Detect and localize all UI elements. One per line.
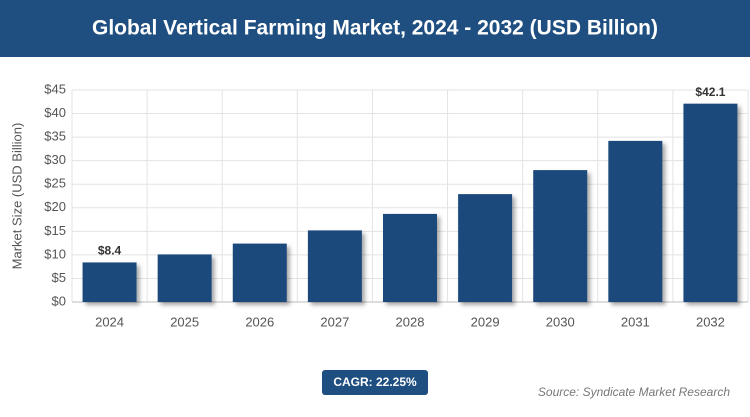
x-tick-label: 2027 — [320, 314, 349, 329]
x-tick-label: 2026 — [245, 314, 274, 329]
x-tick-label: 2028 — [396, 314, 425, 329]
cagr-text: CAGR: 22.25% — [333, 375, 417, 389]
x-tick-label: 2029 — [471, 314, 500, 329]
y-tick-label: $5 — [52, 270, 66, 285]
y-tick-label: $20 — [44, 199, 66, 214]
x-tick-label: 2031 — [621, 314, 650, 329]
y-tick-label: $30 — [44, 152, 66, 167]
x-tick-label: 2032 — [696, 314, 725, 329]
y-tick-label: $15 — [44, 223, 66, 238]
bar — [458, 194, 513, 302]
bar — [157, 254, 212, 302]
title-bar — [0, 0, 750, 57]
bar — [383, 213, 437, 302]
x-tick-label: 2030 — [546, 314, 575, 329]
x-tick-label: 2024 — [95, 314, 124, 329]
y-axis-label: Market Size (USD Billion) — [9, 123, 24, 270]
y-tick-label: $25 — [44, 176, 66, 191]
y-tick-label: $0 — [52, 293, 66, 308]
bar — [307, 230, 362, 302]
chart-title: Global Vertical Farming Market, 2024 - 2… — [92, 17, 658, 40]
y-tick-label: $10 — [44, 246, 66, 261]
bar — [608, 140, 663, 302]
data-label: $42.1 — [695, 85, 725, 99]
y-tick-label: $35 — [44, 129, 66, 144]
x-tick-label: 2025 — [170, 314, 199, 329]
bar — [533, 170, 588, 302]
bar — [232, 243, 287, 302]
source: Source: Syndicate Market Research — [538, 385, 730, 399]
data-label: $8.4 — [98, 244, 122, 258]
cagr-badge — [322, 370, 428, 395]
bar — [82, 262, 137, 302]
y-tick-label: $45 — [44, 81, 66, 96]
bar — [683, 103, 738, 302]
y-tick-label: $40 — [44, 105, 66, 120]
